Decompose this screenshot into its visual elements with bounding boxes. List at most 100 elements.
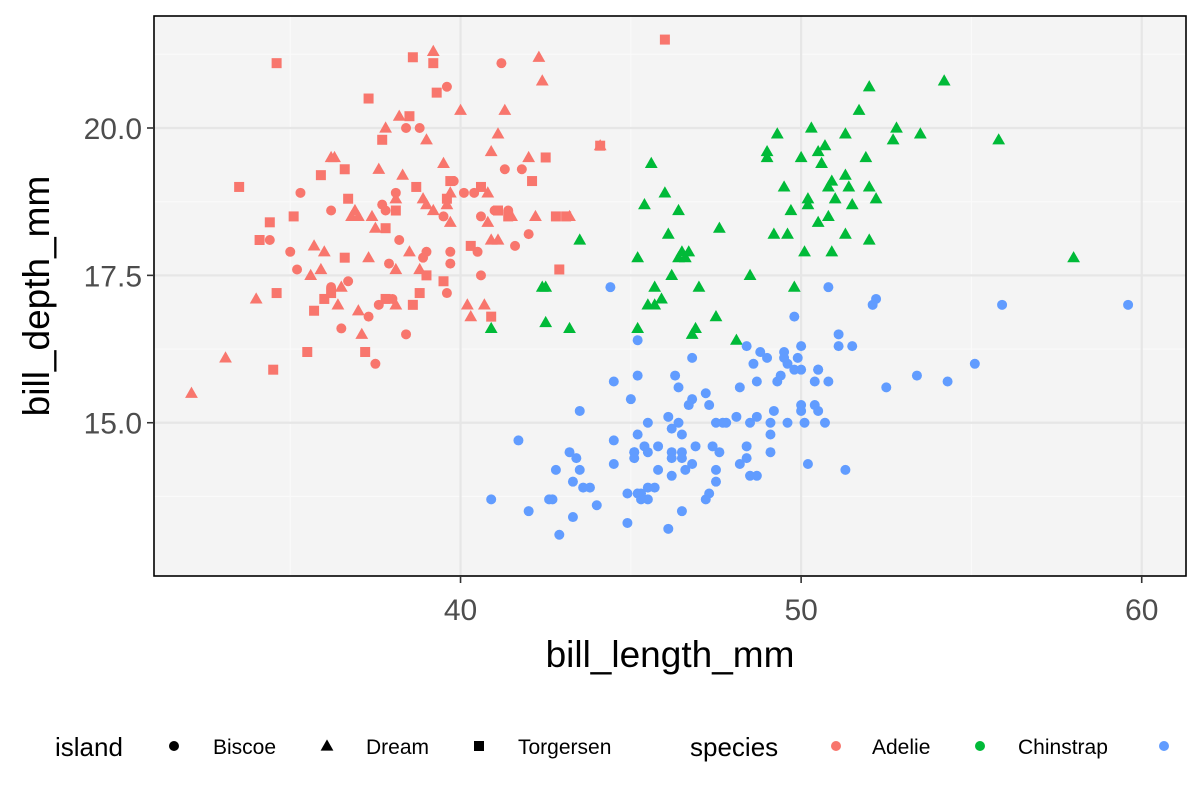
- data-point: [745, 470, 756, 481]
- data-point: [404, 111, 415, 122]
- data-point: [842, 180, 856, 192]
- data-point: [295, 187, 306, 198]
- data-point: [799, 417, 810, 428]
- data-point: [484, 321, 498, 334]
- data-point: [445, 258, 456, 269]
- data-point: [1067, 251, 1081, 263]
- data-point: [454, 103, 467, 115]
- legend-label: Biscoe: [213, 736, 276, 759]
- data-point: [649, 482, 660, 493]
- data-point: [505, 209, 519, 222]
- data-point: [472, 246, 483, 257]
- data-point: [563, 209, 576, 222]
- data-point: [343, 276, 354, 287]
- data-point: [847, 341, 858, 352]
- data-point: [969, 358, 980, 369]
- data-point: [997, 299, 1008, 310]
- data-point: [709, 310, 723, 322]
- data-point: [420, 198, 433, 210]
- data-point: [360, 347, 371, 357]
- data-point: [363, 93, 374, 104]
- data-point: [710, 464, 721, 475]
- data-point: [573, 233, 587, 245]
- data-point: [441, 288, 452, 299]
- data-point: [539, 280, 553, 292]
- data-point: [407, 52, 418, 63]
- data-point: [401, 123, 412, 133]
- data-point: [730, 333, 743, 345]
- data-point: [642, 447, 653, 458]
- data-point: [794, 150, 808, 163]
- data-point: [625, 394, 636, 405]
- data-point: [420, 133, 433, 145]
- data-point: [801, 192, 815, 204]
- data-point: [666, 423, 677, 434]
- data-point: [428, 58, 439, 69]
- data-point: [687, 352, 698, 363]
- data-point: [339, 252, 350, 263]
- data-point: [234, 181, 245, 192]
- data-point: [760, 144, 774, 157]
- data-point: [540, 152, 551, 163]
- data-point: [339, 164, 350, 175]
- data-point: [839, 168, 852, 180]
- data-point: [351, 209, 365, 222]
- data-point: [704, 400, 715, 411]
- data-points: [185, 34, 1134, 540]
- data-point: [687, 459, 698, 469]
- data-point: [823, 282, 834, 293]
- data-point: [913, 127, 927, 139]
- data-point: [632, 488, 643, 499]
- data-point: [801, 198, 815, 210]
- data-point: [659, 34, 670, 45]
- data-point: [782, 417, 793, 428]
- data-point: [315, 170, 326, 181]
- data-point: [401, 329, 412, 340]
- data-point: [638, 198, 651, 210]
- data-point: [343, 193, 354, 204]
- data-point: [942, 376, 953, 387]
- data-point: [498, 103, 512, 115]
- data-point: [309, 305, 320, 316]
- data-point: [690, 441, 701, 452]
- y-tick-label: 20.0: [84, 113, 142, 146]
- data-point: [886, 133, 900, 145]
- data-point: [516, 164, 527, 175]
- data-point: [632, 370, 643, 381]
- legend-title-species: species: [690, 732, 778, 762]
- legend-key-color: [975, 741, 985, 751]
- data-point: [285, 246, 296, 257]
- data-point: [523, 229, 534, 240]
- data-point: [365, 209, 379, 222]
- data-point: [496, 58, 507, 69]
- data-point: [608, 459, 619, 469]
- data-point: [380, 223, 391, 234]
- data-point: [443, 215, 457, 227]
- data-point: [811, 144, 825, 157]
- data-point: [379, 121, 393, 133]
- data-point: [676, 453, 687, 464]
- data-point: [775, 370, 786, 381]
- data-point: [460, 298, 474, 310]
- data-point: [264, 235, 275, 245]
- data-point: [798, 245, 811, 257]
- data-point: [271, 288, 282, 299]
- data-point: [714, 447, 725, 458]
- data-point: [731, 411, 742, 422]
- data-point: [522, 150, 536, 163]
- data-point: [437, 156, 450, 168]
- data-point: [574, 405, 585, 416]
- data-point: [271, 58, 282, 69]
- data-point: [666, 453, 677, 464]
- data-point: [692, 280, 706, 292]
- data-point: [881, 382, 892, 393]
- legend-label: Torgersen: [518, 736, 611, 759]
- data-point: [373, 299, 384, 310]
- panel-border: [153, 15, 1187, 577]
- data-point: [484, 233, 498, 245]
- data-point: [390, 205, 401, 216]
- legend-label: Chinstrap: [1018, 736, 1108, 759]
- data-point: [249, 292, 263, 304]
- data-point: [418, 252, 429, 263]
- data-point: [532, 50, 546, 62]
